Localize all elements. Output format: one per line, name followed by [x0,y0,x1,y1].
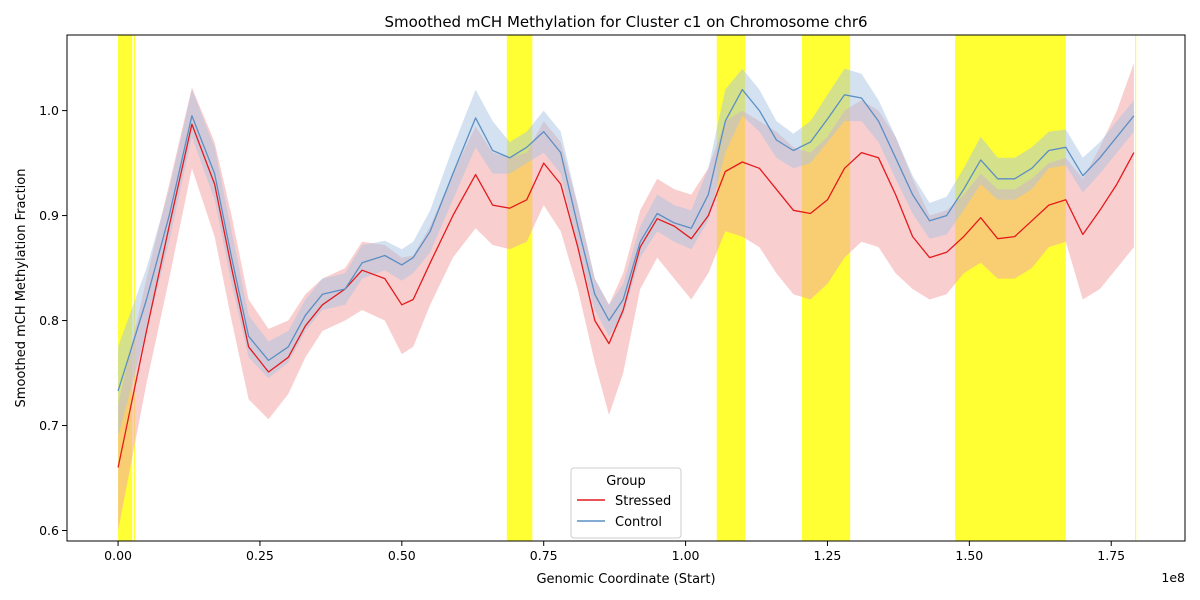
x-tick-label: 1.25 [814,548,842,563]
axes-frame [66,34,1186,542]
x-tick-label: 1.00 [672,548,700,563]
x-tick-label: 0.50 [388,548,416,563]
legend-label-control: Control [615,515,662,530]
highlight-region [506,35,533,541]
series-line-stressed [117,123,1135,468]
y-tick-label: 0.9 [39,208,59,223]
x-tick-label: 0.75 [530,548,558,563]
highlight-region [133,35,136,541]
highlight-region [955,35,1066,541]
x-tick-label: 1.75 [1097,548,1125,563]
y-tick-label: 1.0 [39,103,59,118]
x-axis-ticks: 0.00 0.25 0.50 0.75 1.00 1.25 1.50 1.75 [104,541,1125,563]
x-tick-label: 0.00 [104,548,132,563]
series-lines [117,88,1135,468]
x-tick-label: 1.50 [955,548,983,563]
y-tick-label: 0.8 [39,313,59,328]
y-tick-label: 0.7 [39,418,59,433]
highlight-region [1135,35,1137,541]
y-tick-label: 0.6 [39,523,59,538]
plot-area [117,35,1137,541]
legend-label-stressed: Stressed [615,494,671,509]
y-axis-ticks: 0.6 0.7 0.8 0.9 1.0 [39,103,67,538]
chart-title: Smoothed mCH Methylation for Cluster c1 … [384,13,867,31]
legend: Group Stressed Control [570,467,682,539]
x-axis-offset-label: 1e8 [1161,570,1185,585]
confidence-bands [118,63,1134,531]
legend-title: Group [606,474,646,489]
series-line-control [117,88,1135,392]
x-tick-label: 0.25 [246,548,274,563]
x-axis-label: Genomic Coordinate (Start) [536,572,715,587]
y-axis-label: Smoothed mCH Methylation Fraction [14,169,29,408]
